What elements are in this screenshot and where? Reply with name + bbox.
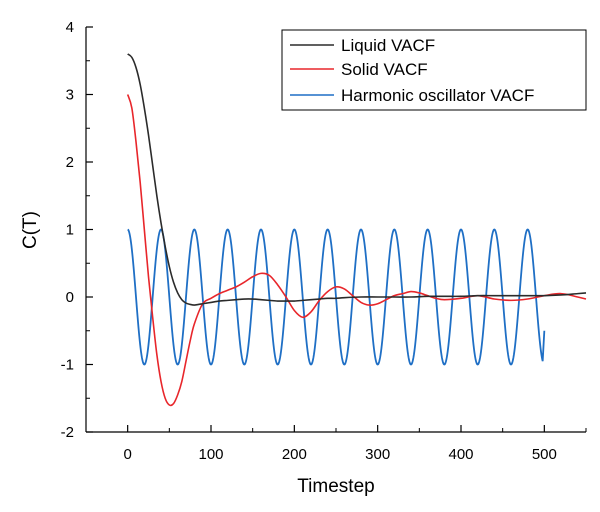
y-tick-label: 0	[66, 289, 74, 306]
y-axis-title: C(T)	[20, 211, 41, 249]
x-tick-label: 200	[282, 446, 307, 463]
legend-label-solid-vacf: Solid VACF	[341, 60, 428, 79]
y-tick-label: 1	[66, 222, 74, 239]
x-tick-label: 500	[532, 446, 557, 463]
legend-label-harmonic-oscillator-vacf: Harmonic oscillator VACF	[341, 86, 534, 105]
y-ticks: -2 -1 0 1 2 3 4	[61, 19, 93, 441]
y-tick-label: -1	[61, 357, 74, 374]
legend: Liquid VACF Solid VACF Harmonic oscillat…	[281, 29, 587, 111]
x-tick-label: 100	[198, 446, 223, 463]
x-tick-label: 400	[448, 446, 473, 463]
series-line-solid-vacf	[126, 94, 587, 407]
y-tick-label: 2	[66, 154, 74, 171]
series-layer	[126, 53, 587, 407]
series-line-harmonic-oscillator-vacf	[127, 228, 546, 366]
y-tick-label: 3	[66, 87, 74, 104]
x-tick-label: 0	[123, 446, 131, 463]
plot-area: -2 -1 0 1 2 3 4 0 100 200 300 400 500	[61, 19, 587, 463]
y-tick-label: -2	[61, 424, 74, 441]
legend-label-liquid-vacf: Liquid VACF	[341, 36, 435, 55]
x-tick-label: 300	[365, 446, 390, 463]
legend-box	[281, 29, 587, 111]
series-line-liquid-vacf	[127, 53, 587, 306]
x-ticks: 0 100 200 300 400 500	[85, 425, 587, 463]
x-axis-title: Timestep	[297, 476, 374, 497]
y-tick-label: 4	[66, 19, 74, 36]
